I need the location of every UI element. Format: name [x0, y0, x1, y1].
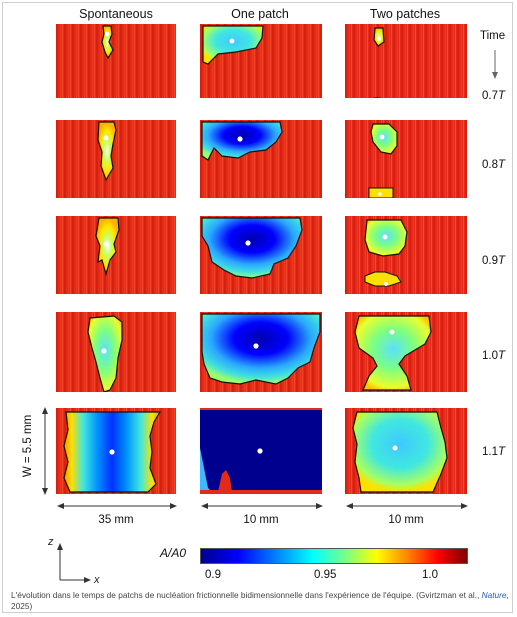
time-label-2: 0.9T — [482, 255, 506, 267]
time-arrow-icon — [492, 50, 498, 79]
panel-spontaneous-1.0T — [56, 312, 176, 392]
column-title-two-patches: Two patches — [369, 7, 441, 21]
panel-one-patch-1.1T — [200, 408, 322, 494]
panel-spontaneous-1.1T — [56, 408, 176, 494]
width-arrow-spontaneous — [57, 503, 177, 509]
panel-spontaneous-0.7T — [56, 24, 176, 98]
time-label-1: 0.8T — [482, 159, 506, 171]
panel-two-patches-1.0T — [345, 312, 467, 392]
caption-journal-link[interactable]: Nature — [481, 590, 507, 600]
colorbar-tick-0: 0.9 — [205, 569, 221, 581]
figure-caption: L'évolution dans le temps de patchs de n… — [11, 590, 509, 611]
panel-spontaneous-0.9T — [56, 216, 176, 294]
column-title-spontaneous: Spontaneous — [79, 7, 153, 21]
width-arrow-two-patches — [346, 503, 468, 509]
figure-frame — [2, 2, 513, 613]
colorbar — [200, 548, 468, 564]
colorbar-tick-2: 1.0 — [422, 569, 438, 581]
zx-axes-icon — [57, 543, 91, 583]
width-arrow-one-patch — [201, 503, 323, 509]
w-dimension-label: W = 5.5 mm — [22, 414, 34, 478]
time-axis-title: Time — [480, 30, 506, 42]
w-dimension-arrow — [42, 407, 48, 495]
time-label-3: 1.0T — [482, 350, 506, 362]
colorbar-label: A/A0 — [160, 546, 187, 560]
panel-two-patches-0.8T — [345, 120, 467, 198]
panel-one-patch-0.7T — [200, 24, 322, 98]
column-title-one-patch: One patch — [231, 7, 289, 21]
width-label-two-patches: 10 mm — [388, 514, 424, 526]
panel-one-patch-1.0T — [200, 312, 322, 392]
time-label-4: 1.1T — [482, 446, 506, 458]
axis-z-label: z — [48, 536, 54, 548]
panel-one-patch-0.8T — [200, 120, 322, 198]
panel-spontaneous-0.8T — [56, 120, 176, 198]
panel-two-patches-0.7T — [345, 24, 467, 98]
panel-two-patches-0.9T — [345, 216, 467, 294]
colorbar-tick-1: 0.95 — [314, 569, 337, 581]
panel-one-patch-0.9T — [200, 216, 322, 294]
axis-x-label: x — [94, 574, 100, 586]
panel-two-patches-1.1T — [345, 408, 467, 494]
width-label-spontaneous: 35 mm — [98, 514, 134, 526]
time-label-0: 0.7T — [482, 90, 506, 102]
width-label-one-patch: 10 mm — [243, 514, 279, 526]
